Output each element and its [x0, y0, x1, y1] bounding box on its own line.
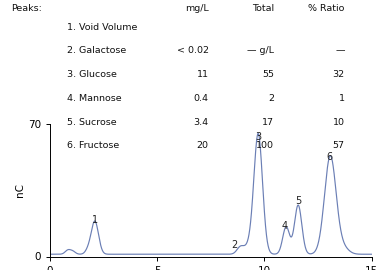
Text: 32: 32: [332, 70, 345, 79]
Text: 2: 2: [231, 241, 237, 251]
Text: < 0.02: < 0.02: [177, 46, 209, 55]
Text: 6: 6: [327, 152, 333, 162]
Text: 20: 20: [197, 141, 209, 150]
Text: 100: 100: [256, 141, 274, 150]
Text: 2: 2: [268, 94, 274, 103]
Text: —: —: [335, 46, 345, 55]
Text: 3.4: 3.4: [194, 118, 209, 127]
Text: 17: 17: [262, 118, 274, 127]
Text: % Ratio: % Ratio: [308, 4, 345, 13]
Text: Peaks:: Peaks:: [11, 4, 43, 13]
Text: Total: Total: [252, 4, 274, 13]
Text: 0.4: 0.4: [194, 94, 209, 103]
Text: — g/L: — g/L: [247, 46, 274, 55]
Text: 3. Glucose: 3. Glucose: [67, 70, 117, 79]
Text: 6. Fructose: 6. Fructose: [67, 141, 119, 150]
Text: 2. Galactose: 2. Galactose: [67, 46, 126, 55]
Text: 5. Sucrose: 5. Sucrose: [67, 118, 117, 127]
Text: 1: 1: [339, 94, 345, 103]
Text: 57: 57: [333, 141, 345, 150]
Text: 10: 10: [333, 118, 345, 127]
Text: mg/L: mg/L: [185, 4, 209, 13]
Text: 1. Void Volume: 1. Void Volume: [67, 23, 137, 32]
Text: 3: 3: [255, 132, 261, 142]
Text: 4: 4: [282, 221, 288, 231]
Text: 5: 5: [295, 196, 302, 206]
Text: 4. Mannose: 4. Mannose: [67, 94, 122, 103]
Text: 1: 1: [92, 215, 98, 225]
Text: 55: 55: [262, 70, 274, 79]
Y-axis label: nC: nC: [15, 183, 25, 197]
Text: 11: 11: [197, 70, 209, 79]
